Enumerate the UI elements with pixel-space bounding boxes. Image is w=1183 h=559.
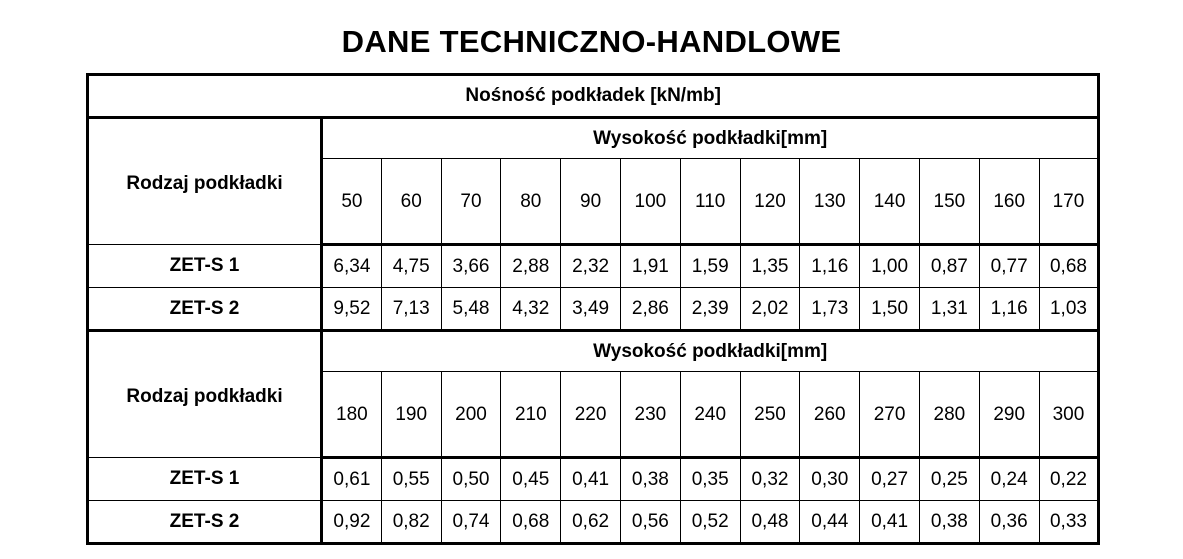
capacity-cell: 0,24 <box>978 457 1040 501</box>
capacity-cell: 0,25 <box>918 457 980 501</box>
height-label: Wysokość podkładki[mm] <box>320 117 1100 159</box>
row-header: Rodzaj podkładki <box>87 117 323 245</box>
capacity-cell: 0,33 <box>1038 500 1100 545</box>
capacity-cell: 4,32 <box>500 287 562 332</box>
capacity-cell: 0,36 <box>978 500 1040 545</box>
product-name: ZET-S 2 <box>87 287 323 332</box>
capacity-cell: 0,92 <box>321 500 382 545</box>
capacity-cell: 0,30 <box>799 457 861 501</box>
capacity-cell: 2,39 <box>679 287 741 332</box>
capacity-cell: 0,44 <box>799 500 861 545</box>
capacity-cell: 0,45 <box>500 457 562 501</box>
row-header: Rodzaj podkładki <box>87 330 323 458</box>
capacity-cell: 0,50 <box>440 457 502 501</box>
height-cell: 150 <box>918 158 980 246</box>
capacity-cell: 0,38 <box>918 500 980 545</box>
height-cell: 100 <box>619 158 681 246</box>
capacity-cell: 5,48 <box>440 287 502 332</box>
capacity-cell: 2,32 <box>560 244 621 288</box>
height-cell: 170 <box>1038 158 1100 246</box>
capacity-cell: 0,55 <box>380 457 442 501</box>
height-cell: 270 <box>859 371 920 459</box>
capacity-cell: 0,68 <box>500 500 562 545</box>
capacity-cell: 1,59 <box>679 244 741 288</box>
height-cell: 90 <box>560 158 621 246</box>
height-cell: 130 <box>799 158 861 246</box>
table-row: ZET-S 1 6,34 4,75 3,66 2,88 2,32 1,91 1,59 1,35 1… <box>87 244 1100 288</box>
height-cell: 120 <box>739 158 801 246</box>
table-row: ZET-S 2 9,52 7,13 5,48 4,32 3,49 2,86 2,39 2,02 1… <box>87 287 1100 332</box>
capacity-cell: 3,49 <box>560 287 621 332</box>
table-row: ZET-S 1 0,61 0,55 0,50 0,45 0,41 0,38 0,35 0,32 0… <box>87 457 1100 501</box>
technical-data-table: Nośność podkładek [kN/mb] Rodzaj podkład… <box>86 73 1101 545</box>
height-cell: 50 <box>321 158 382 246</box>
capacity-cell: 0,74 <box>440 500 502 545</box>
capacity-cell: 1,03 <box>1038 287 1100 332</box>
height-cell: 110 <box>679 158 741 246</box>
height-label: Wysokość podkładki[mm] <box>320 330 1100 372</box>
heights-row: 50 60 70 80 90 100 110 120 130 140 150 160 170 <box>88 158 1100 246</box>
capacity-cell: 2,88 <box>500 244 562 288</box>
table-row: ZET-S 2 0,92 0,82 0,74 0,68 0,62 0,56 0,52 0,48 0… <box>87 500 1100 545</box>
table-caption: Nośność podkładek [kN/mb] <box>86 74 1100 119</box>
capacity-cell: 3,66 <box>440 244 502 288</box>
height-cell: 250 <box>739 371 801 459</box>
capacity-cell: 0,41 <box>859 500 920 545</box>
capacity-cell: 0,61 <box>321 457 382 501</box>
capacity-cell: 0,41 <box>560 457 621 501</box>
capacity-cell: 6,34 <box>321 244 382 288</box>
capacity-cell: 0,27 <box>859 457 920 501</box>
height-cell: 80 <box>500 158 562 246</box>
height-cell: 180 <box>321 371 382 459</box>
height-cell: 210 <box>500 371 562 459</box>
height-cell: 160 <box>978 158 1040 246</box>
capacity-cell: 2,86 <box>619 287 681 332</box>
capacity-cell: 1,16 <box>799 244 861 288</box>
height-cell: 70 <box>440 158 502 246</box>
capacity-cell: 0,87 <box>918 244 980 288</box>
capacity-cell: 0,82 <box>380 500 442 545</box>
capacity-cell: 0,32 <box>739 457 801 501</box>
capacity-cell: 4,75 <box>380 244 442 288</box>
height-cell: 240 <box>679 371 741 459</box>
height-cell: 300 <box>1038 371 1100 459</box>
product-name: ZET-S 2 <box>87 500 323 545</box>
capacity-cell: 1,73 <box>799 287 861 332</box>
capacity-cell: 0,62 <box>560 500 621 545</box>
capacity-cell: 0,35 <box>679 457 741 501</box>
capacity-cell: 1,50 <box>859 287 920 332</box>
capacity-cell: 1,00 <box>859 244 920 288</box>
capacity-cell: 0,52 <box>679 500 741 545</box>
capacity-cell: 0,68 <box>1038 244 1100 288</box>
capacity-cell: 0,56 <box>619 500 681 545</box>
height-cell: 290 <box>978 371 1040 459</box>
capacity-cell: 7,13 <box>380 287 442 332</box>
capacity-cell: 0,77 <box>978 244 1040 288</box>
height-cell: 280 <box>918 371 980 459</box>
capacity-cell: 2,02 <box>739 287 801 332</box>
height-cell: 60 <box>380 158 442 246</box>
heights-row: 180 190 200 210 220 230 240 250 260 270 280 290 300 <box>88 371 1100 459</box>
capacity-cell: 0,48 <box>739 500 801 545</box>
page-title: DANE TECHNICZNO-HANDLOWE <box>341 24 842 59</box>
capacity-cell: 1,31 <box>918 287 980 332</box>
height-cell: 220 <box>560 371 621 459</box>
height-cell: 190 <box>380 371 442 459</box>
capacity-cell: 9,52 <box>321 287 382 332</box>
capacity-cell: 1,35 <box>739 244 801 288</box>
capacity-cell: 1,16 <box>978 287 1040 332</box>
height-cell: 260 <box>799 371 861 459</box>
capacity-cell: 0,22 <box>1038 457 1100 501</box>
product-name: ZET-S 1 <box>87 244 323 288</box>
capacity-cell: 0,38 <box>619 457 681 501</box>
capacity-cell: 1,91 <box>619 244 681 288</box>
height-cell: 140 <box>859 158 920 246</box>
height-cell: 200 <box>440 371 502 459</box>
product-name: ZET-S 1 <box>87 457 323 501</box>
height-cell: 230 <box>619 371 681 459</box>
